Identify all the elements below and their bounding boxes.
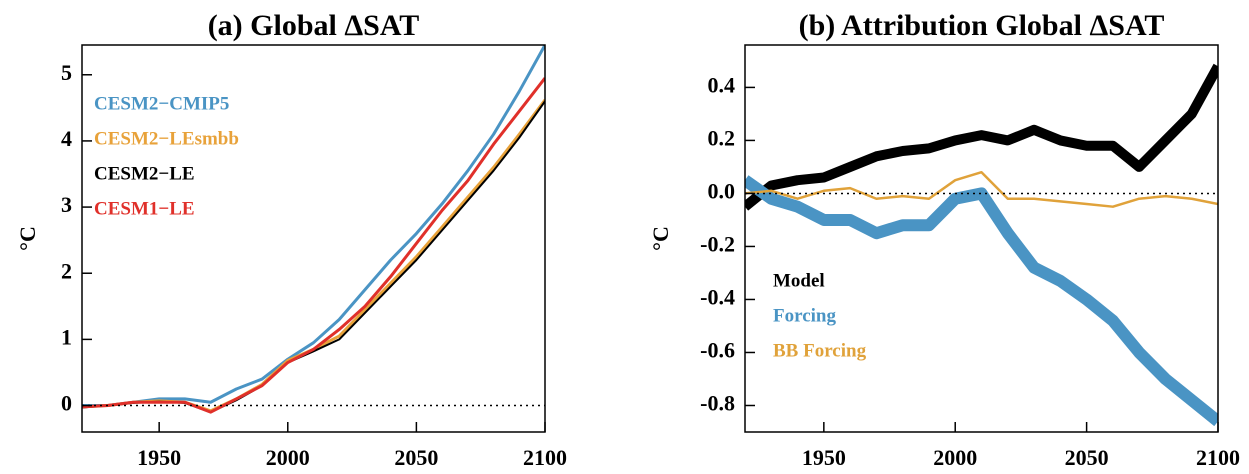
plot-area — [745, 63, 1218, 427]
x-tick-label: 2050 — [394, 445, 438, 470]
legend-entry: Forcing — [773, 305, 836, 326]
legend-entry: CESM1−LE — [94, 198, 195, 219]
y-tick-label: 0 — [61, 391, 72, 416]
series-line — [745, 175, 1218, 427]
legend-entry: CESM2−LE — [94, 163, 195, 184]
y-tick-label: -0.4 — [700, 285, 735, 310]
y-tick-label: 0.0 — [708, 178, 736, 203]
x-tick-label: 2050 — [1065, 445, 1109, 470]
y-tick-label: 5 — [61, 60, 72, 85]
y-tick-label: 4 — [61, 126, 72, 151]
plot-frame — [744, 44, 1219, 433]
plot-frame — [81, 44, 546, 433]
legend-entry: CESM2−CMIP5 — [94, 93, 229, 114]
y-tick-label: 0.2 — [708, 125, 736, 150]
y-tick-label: -0.2 — [700, 231, 735, 256]
x-tick-label: 2000 — [933, 445, 977, 470]
plot-area — [82, 45, 545, 414]
y-tick-label: -0.8 — [700, 391, 735, 416]
x-tick-label: 2100 — [523, 445, 567, 470]
y-axis-label: °C — [15, 226, 40, 251]
legend-entry: Model — [773, 270, 825, 291]
y-tick-label: 1 — [61, 324, 72, 349]
series-line — [82, 77, 545, 414]
y-tick-label: -0.6 — [700, 338, 735, 363]
series-line — [82, 45, 545, 408]
x-tick-label: 2100 — [1196, 445, 1240, 470]
x-tick-label: 1950 — [802, 445, 846, 470]
x-tick-label: 1950 — [137, 445, 181, 470]
chart-title: (b) Attribution Global ΔSAT — [799, 9, 1165, 42]
series-line — [745, 170, 1218, 208]
y-tick-label: 2 — [61, 258, 72, 283]
series-line — [745, 63, 1218, 211]
chart-title: (a) Global ΔSAT — [208, 9, 420, 42]
y-tick-label: 0.4 — [708, 72, 736, 97]
legend-entry: CESM2−LEsmbb — [94, 128, 239, 149]
y-axis-label: °C — [648, 226, 673, 251]
y-tick-label: 3 — [61, 192, 72, 217]
legend-entry: BB Forcing — [773, 340, 867, 361]
x-tick-label: 2000 — [266, 445, 310, 470]
